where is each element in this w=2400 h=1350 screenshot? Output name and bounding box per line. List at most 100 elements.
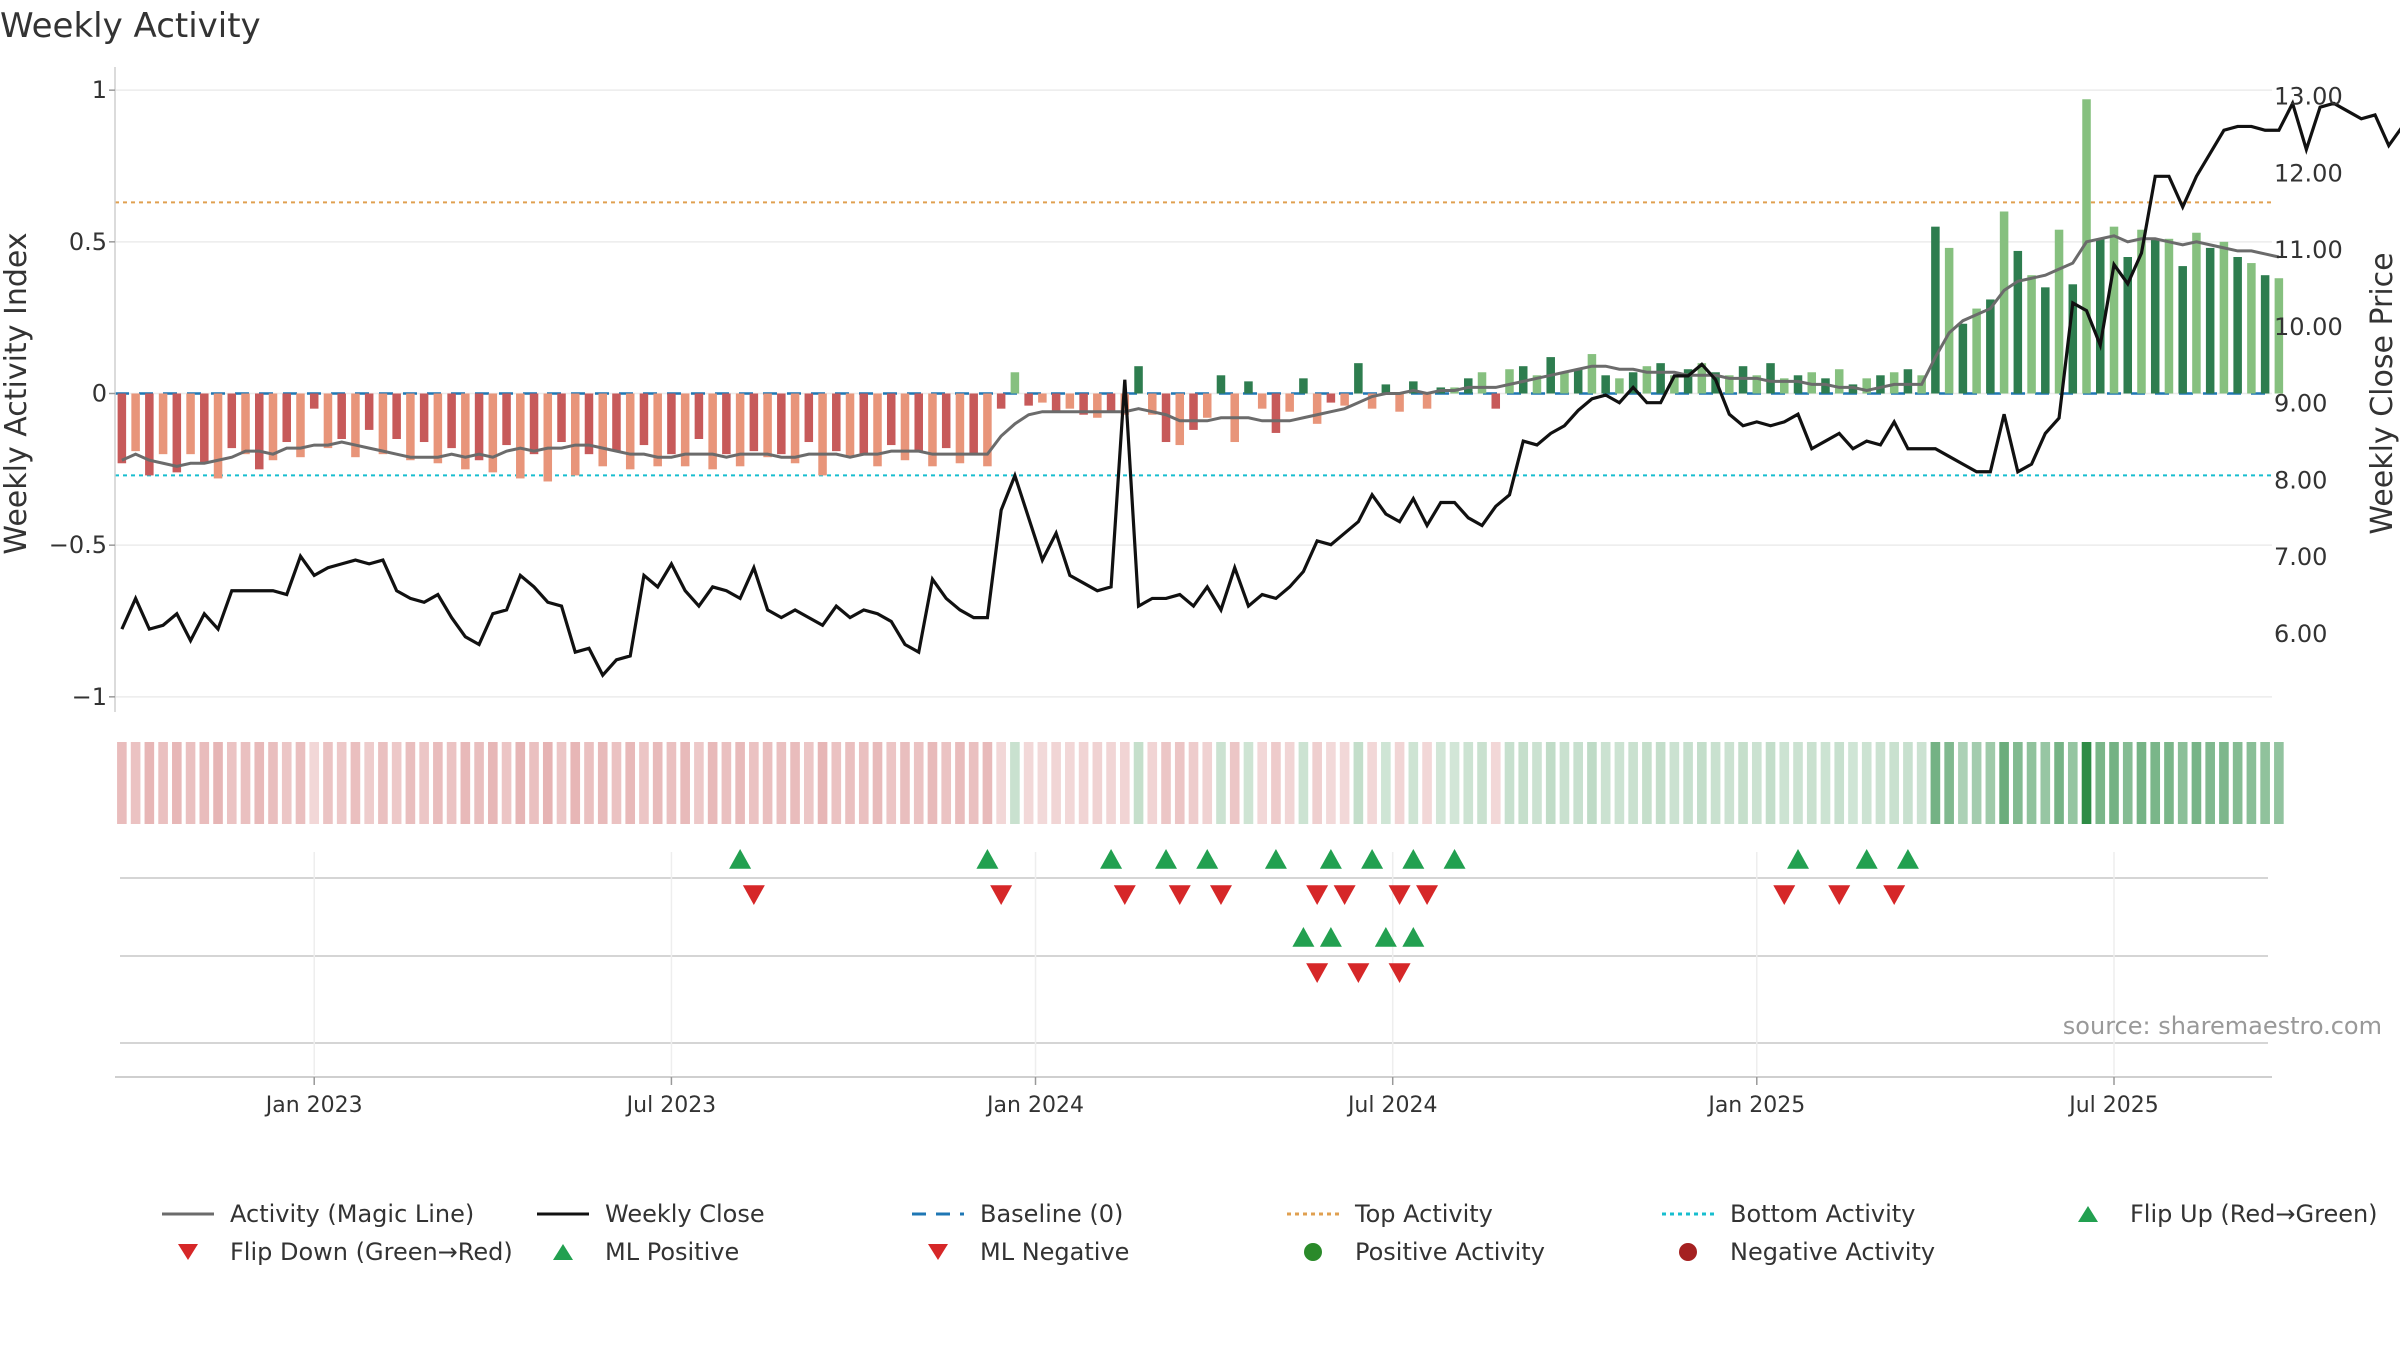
- heat-strip-cell: [2026, 742, 2037, 824]
- legend-swatch-baseline: [912, 1212, 964, 1216]
- activity-bar: [969, 393, 978, 455]
- heat-strip-cell: [1642, 742, 1652, 824]
- heat-strip-cell: [762, 742, 773, 824]
- activity-bar: [1134, 366, 1143, 394]
- activity-heat-strip: [117, 742, 2284, 824]
- activity-bar: [1257, 393, 1267, 409]
- heat-strip-cell: [268, 742, 278, 824]
- heat-strip-cell: [2067, 742, 2078, 824]
- heat-strip-cell: [1614, 742, 1625, 824]
- right-tick-label: 9.00: [2274, 390, 2327, 418]
- weekly-close-line: [120, 99, 2400, 678]
- activity-bar: [241, 393, 250, 455]
- heat-strip-cell: [460, 742, 471, 824]
- legend-item-magic-line: Activity (Magic Line): [160, 1200, 474, 1228]
- left-tick-label: 0: [92, 380, 107, 408]
- activity-bar: [1244, 381, 1253, 394]
- heat-strip-cell: [968, 742, 979, 824]
- flip-up-marker: [1100, 849, 1123, 869]
- flip-down-marker: [1113, 885, 1136, 905]
- heat-strip-cell: [694, 742, 704, 824]
- legend-swatch-top-activity: [1287, 1212, 1339, 1216]
- heat-strip-cell: [350, 742, 361, 824]
- right-tick-label: 10.00: [2274, 313, 2343, 341]
- activity-bar: [1532, 375, 1542, 394]
- heat-strip-cell: [254, 742, 265, 824]
- activity-bar: [1051, 393, 1061, 412]
- activity-bar: [1944, 247, 1954, 394]
- legend-item-bottom-activity: Bottom Activity: [1660, 1200, 1915, 1228]
- heat-strip-cell: [1367, 742, 1377, 824]
- heat-strip-cell: [1930, 742, 1941, 824]
- activity-bar: [1299, 378, 1308, 394]
- heat-strip-cell: [721, 742, 732, 824]
- activity-bar: [2274, 278, 2284, 394]
- activity-bar: [337, 393, 346, 439]
- activity-bar: [873, 393, 882, 467]
- x-tick-label: Jan 2023: [264, 1093, 363, 1118]
- activity-bar: [2233, 257, 2242, 394]
- flip-up-marker: [1443, 849, 1466, 869]
- flip-down-marker: [1333, 885, 1356, 905]
- heat-strip-cell: [2274, 742, 2284, 824]
- heat-strip-cell: [446, 742, 457, 824]
- heat-strip-cell: [364, 742, 374, 824]
- ml-positive-marker: [1319, 927, 1342, 947]
- activity-bar: [529, 393, 539, 455]
- heat-strip-cell: [1435, 742, 1446, 824]
- activity-bar: [2247, 263, 2256, 394]
- legend-label: Positive Activity: [1355, 1238, 1545, 1266]
- heat-strip-cell: [1312, 742, 1322, 824]
- activity-bars: [117, 99, 2284, 482]
- heat-strip-cell: [1051, 742, 1061, 824]
- x-tick-label: Jul 2024: [1346, 1093, 1438, 1118]
- legend-swatch-flip-down: [178, 1244, 198, 1260]
- activity-bar: [1780, 378, 1789, 394]
- heat-strip-cell: [652, 742, 663, 824]
- activity-bar: [2013, 250, 2023, 394]
- heat-strip-cell: [1065, 742, 1075, 824]
- activity-bar: [2164, 238, 2174, 394]
- flip-down-marker: [1828, 885, 1851, 905]
- legend-item-top-activity: Top Activity: [1285, 1200, 1493, 1228]
- legend-swatch-positive-activity: [1304, 1243, 1322, 1261]
- activity-bar: [433, 393, 443, 464]
- activity-bar: [461, 393, 470, 470]
- legend-label: Flip Down (Green→Red): [230, 1238, 513, 1266]
- activity-bar: [1931, 226, 1940, 394]
- heat-strip-cell: [1257, 742, 1268, 824]
- heat-strip-cell: [982, 742, 993, 824]
- activity-bar: [1683, 369, 1693, 394]
- heat-strip-cell: [2054, 742, 2064, 824]
- activity-bar: [2150, 238, 2160, 394]
- heat-strip-cell: [1889, 742, 1899, 824]
- heat-strip-cell: [1765, 742, 1776, 824]
- heat-strip-cell: [1037, 742, 1048, 824]
- activity-bar: [1326, 393, 1336, 403]
- heat-strip-cell: [666, 742, 677, 824]
- activity-bar: [955, 393, 965, 464]
- ml-negative-marker: [1347, 963, 1370, 983]
- legend-label: Baseline (0): [980, 1200, 1124, 1228]
- heat-strip-cell: [2136, 742, 2147, 824]
- heat-strip-cell: [336, 742, 347, 824]
- activity-bar: [2054, 229, 2064, 394]
- legend-item-negative-activity: Negative Activity: [1660, 1238, 1935, 1266]
- activity-bar: [1189, 393, 1198, 430]
- heat-strip-cell: [1532, 742, 1542, 824]
- heat-strip-cell: [680, 742, 690, 824]
- activity-bar: [1409, 381, 1418, 394]
- activity-bar: [2205, 247, 2215, 394]
- heat-strip-cell: [2191, 742, 2202, 824]
- heat-strip-cell: [900, 742, 910, 824]
- y-axis-right-title: Weekly Close Price: [2365, 252, 2400, 534]
- legend-label: ML Positive: [605, 1238, 740, 1266]
- legend-label: Bottom Activity: [1730, 1200, 1916, 1228]
- heat-strip-cell: [2164, 742, 2174, 824]
- activity-bar: [1148, 393, 1157, 415]
- heat-strip-cell: [172, 742, 182, 824]
- activity-bar: [1505, 369, 1514, 394]
- activity-bar: [502, 393, 511, 446]
- legend-item-weekly-close: Weekly Close: [535, 1200, 765, 1228]
- legend-item-ml-positive: ML Positive: [535, 1238, 739, 1266]
